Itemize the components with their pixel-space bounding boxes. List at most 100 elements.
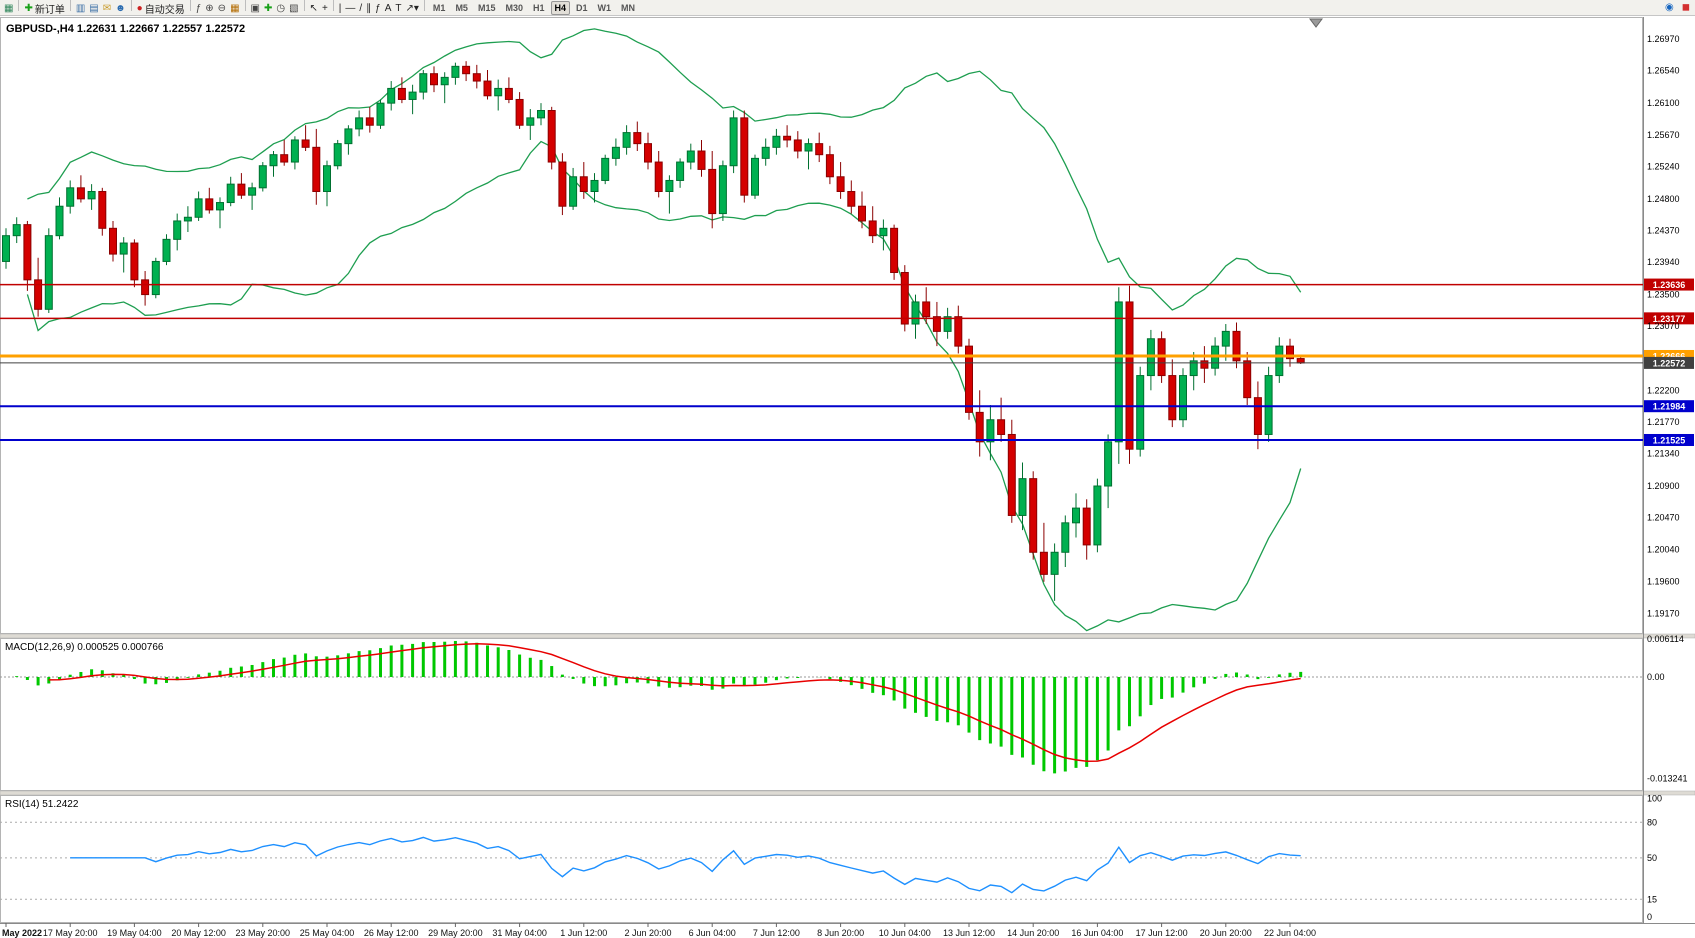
price-tag-support-2[interactable] [1644,433,1694,446]
candle-body [98,190,107,229]
time-axis-label: 26 May 12:00 [364,928,419,938]
text-icon[interactable]: A [383,2,394,15]
timeframe-mn[interactable]: MN [621,3,636,13]
candle-body [1232,330,1241,362]
price-tag-label: 1.23636 [1653,280,1686,290]
candle-chart-icon[interactable]: ▤ [87,2,100,15]
timeframe-h1[interactable]: H1 [532,3,545,13]
new-template-icon[interactable]: ▣ [249,2,262,15]
horizontal-line-icon[interactable]: — [343,2,357,15]
new-order-button[interactable]: ✚ 新订单 [22,2,66,16]
candle-body [397,87,406,100]
mail-icon[interactable]: ✉ [101,2,113,15]
price-tag-resistance-2[interactable] [1644,312,1694,325]
mail-icon: ✉ [102,2,112,14]
vertical-line-icon: | [338,2,342,14]
pane-separator[interactable] [0,790,1695,796]
time-axis-label: 1 Jun 12:00 [560,928,607,938]
price-tag-resistance-1[interactable] [1644,278,1694,291]
candle-body [2,235,10,262]
timeframe-m15[interactable]: M15 [477,3,496,13]
price-tag-support-1[interactable] [1644,400,1694,413]
candle-body [515,98,524,126]
add-indicator-icon[interactable]: ✚ [262,2,274,15]
price-axis-label: 1.26540 [1647,66,1680,76]
price-axis-label: 1.25240 [1647,161,1680,171]
cursor-icon[interactable]: ↖ [308,2,320,15]
time-axis-label: 17 May 20:00 [43,928,98,938]
indicators-icon[interactable]: ƒ [194,2,204,15]
account-icon[interactable]: ☻ [113,2,128,15]
toolbar-right-items: ◉ ◼ [1663,1,1692,14]
macd-axis-label: -0.013241 [1647,773,1688,783]
candle-body [173,220,182,240]
candle-body [483,80,492,97]
price-axis-label: 1.26100 [1647,98,1680,108]
candle-body [547,110,556,163]
price-axis-label: 1.22200 [1647,385,1680,395]
candle-body [355,117,364,130]
templates-icon[interactable]: ▧ [287,2,300,15]
period-icon[interactable]: ◷ [274,2,287,15]
timeframe-m30[interactable]: M30 [505,3,523,13]
candle-body [1072,507,1080,524]
timeframe-m5[interactable]: M5 [455,3,468,13]
candle-body [130,242,139,281]
candle-body [1286,345,1294,360]
price-axis-label: 1.20040 [1647,544,1680,554]
candle-body [751,157,759,196]
zoom-in-icon[interactable]: ⊕ [203,2,215,15]
candle-body [472,73,481,82]
rsi-line [70,836,1301,894]
rsi-pane[interactable] [0,821,1643,900]
price-axis-label: 1.19600 [1647,577,1680,587]
autotrading-button[interactable]: ● 自动交易 [135,2,187,16]
timeframe-bar: M1 M5 M15 M30 H1 H4 D1 W1 MN [421,0,640,15]
candle-body [965,345,973,413]
rsi-label: RSI(14) 51.2422 [5,799,79,810]
candle-body [1189,360,1198,377]
candle-body [633,132,642,145]
candle-body [301,139,310,148]
price-axis-label: 1.23500 [1647,290,1680,300]
candle-body [1275,345,1284,377]
alert-icon[interactable]: ◼ [1681,2,1690,13]
macd-pane[interactable] [0,640,1643,774]
candle-body [430,73,438,86]
time-axis-label: 2 Jun 20:00 [624,928,671,938]
candle-body [440,76,449,86]
candle-body [1061,522,1070,553]
trendline-icon[interactable]: / [357,2,364,15]
search-icon[interactable]: ◉ [1664,2,1674,13]
timeframe-h4[interactable]: H4 [550,1,571,15]
crosshair-icon[interactable]: + [320,2,330,15]
price-pane[interactable] [0,18,1643,632]
bar-chart-icon: ▥ [75,2,86,14]
timeframe-w1[interactable]: W1 [597,3,612,13]
candle-body [462,65,471,75]
candle-body [237,183,246,196]
channel-icon[interactable]: ∥ [364,2,373,15]
timeframe-d1[interactable]: D1 [576,3,588,13]
time-axis-label: 29 May 20:00 [428,928,483,938]
price-tag-bid-price[interactable] [1644,356,1694,369]
time-axis[interactable]: May 2022 17 May 20:00 19 May 04:00 20 May 1… [2,923,1316,938]
channel-icon: ∥ [366,2,372,14]
fibonacci-icon[interactable]: ƒ [373,2,383,15]
tile-windows-icon[interactable]: ▦ [228,2,241,15]
label-icon[interactable]: T [393,2,403,15]
bar-chart-icon[interactable]: ▥ [74,2,87,15]
arrows-icon[interactable]: ↗▾ [404,2,421,15]
vertical-line-icon[interactable]: | [337,2,344,15]
candle-body [1007,433,1016,516]
chart-shift-marker[interactable] [1309,18,1323,28]
pane-separator[interactable] [0,633,1695,639]
candle-body [162,238,171,262]
pane-frames [0,17,1695,924]
candle-body [1050,551,1059,575]
new-chart-icon[interactable]: ▦ [2,2,15,15]
timeframe-m1[interactable]: M1 [432,3,446,13]
zoom-out-icon[interactable]: ⊖ [216,2,228,15]
